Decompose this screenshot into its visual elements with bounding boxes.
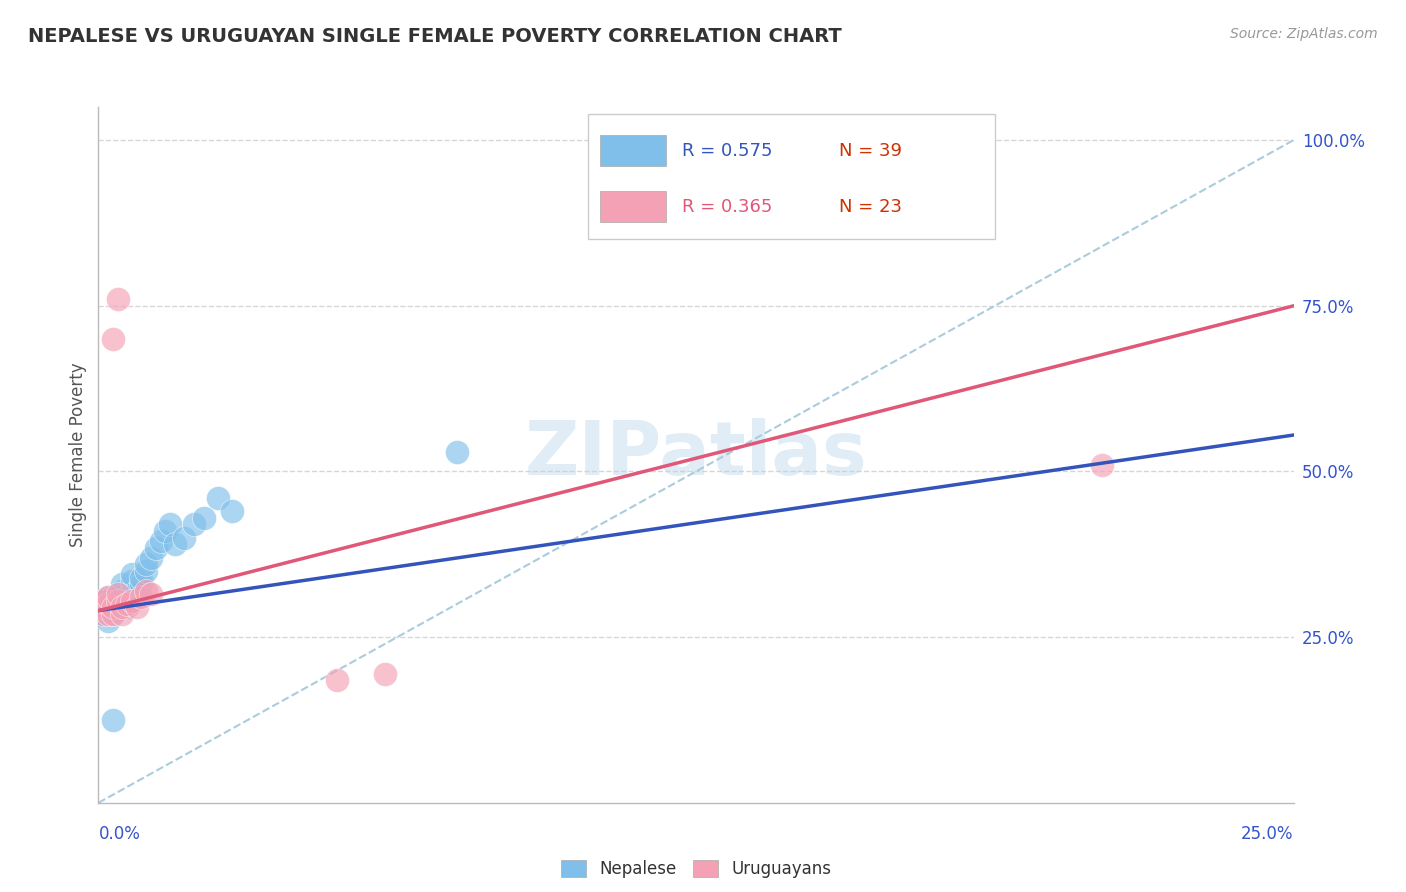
Point [111,577,134,591]
Point [121,574,143,588]
Point [139,587,162,601]
Point [97,607,120,621]
Legend: Nepalese, Uruguayans: Nepalese, Uruguayans [554,854,838,885]
Point [163,537,186,551]
Point [155,524,177,538]
Point [91,607,114,621]
Point [121,587,143,601]
Point [97,597,120,611]
Point [149,534,172,549]
Point [111,607,134,621]
Point [131,577,153,591]
Point [173,531,195,545]
Point [446,444,468,458]
Point [221,504,243,518]
Point [115,597,138,611]
Point [91,593,114,607]
Point [1091,458,1114,472]
Point [101,332,124,346]
Point [135,558,157,572]
Point [107,593,129,607]
Point [145,541,167,555]
Point [91,593,114,607]
FancyBboxPatch shape [600,191,666,222]
Point [101,604,124,618]
Text: 0.0%: 0.0% [98,825,141,843]
Point [125,600,148,615]
Point [121,567,143,582]
Point [207,491,229,505]
Point [97,600,120,615]
Point [135,564,157,578]
Point [101,607,124,621]
Point [131,570,153,584]
Point [115,600,138,615]
Point [135,583,157,598]
Text: 25.0%: 25.0% [1241,825,1294,843]
Text: NEPALESE VS URUGUAYAN SINGLE FEMALE POVERTY CORRELATION CHART: NEPALESE VS URUGUAYAN SINGLE FEMALE POVE… [28,27,842,45]
Y-axis label: Single Female Poverty: Single Female Poverty [69,363,87,547]
Point [101,607,124,621]
Point [139,550,162,565]
Point [97,591,120,605]
Point [101,591,124,605]
Text: R = 0.575: R = 0.575 [682,142,772,160]
Point [374,666,396,681]
Point [91,600,114,615]
Point [107,600,129,615]
Point [107,292,129,306]
Point [101,713,124,727]
Point [97,614,120,628]
Point [107,587,129,601]
Point [101,600,124,615]
Point [183,517,205,532]
Text: N = 23: N = 23 [839,197,903,216]
Point [121,593,143,607]
Text: N = 39: N = 39 [839,142,903,160]
Point [193,511,215,525]
FancyBboxPatch shape [588,114,994,239]
Point [159,517,181,532]
Point [131,591,153,605]
Point [115,591,138,605]
Text: R = 0.365: R = 0.365 [682,197,772,216]
Point [326,673,349,688]
Point [91,600,114,615]
Point [101,597,124,611]
Text: ZIPatlas: ZIPatlas [524,418,868,491]
Point [97,591,120,605]
Text: Source: ZipAtlas.com: Source: ZipAtlas.com [1230,27,1378,41]
FancyBboxPatch shape [600,135,666,166]
Point [111,583,134,598]
Point [111,591,134,605]
Point [111,600,134,615]
Point [91,607,114,621]
Point [125,591,148,605]
Point [125,583,148,598]
Point [107,593,129,607]
